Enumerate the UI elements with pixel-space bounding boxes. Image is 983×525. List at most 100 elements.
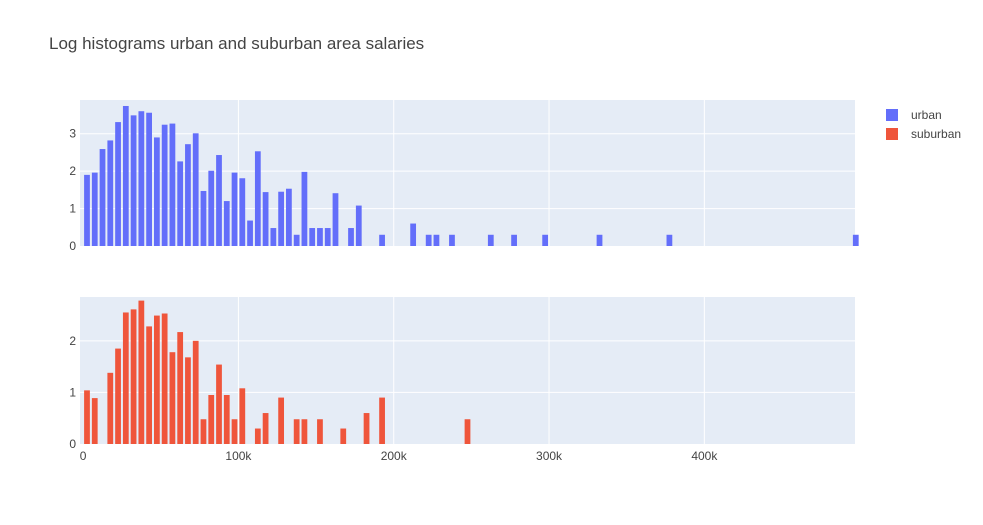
suburban-bar[interactable] <box>169 352 176 444</box>
x-axis: 0 100k 200k 300k 400k <box>80 449 719 463</box>
chart-title: Log histograms urban and suburban area s… <box>49 34 425 53</box>
x-tick-label: 200k <box>381 449 408 463</box>
urban-bar[interactable] <box>309 228 316 246</box>
suburban-y-tick-label: 1 <box>69 385 76 399</box>
urban-bar[interactable] <box>107 140 114 246</box>
suburban-bar[interactable] <box>293 419 300 444</box>
legend-swatch <box>886 128 898 140</box>
suburban-bar[interactable] <box>216 364 222 444</box>
urban-bar[interactable] <box>115 122 121 246</box>
suburban-y-tick-label: 2 <box>69 334 76 348</box>
urban-bar[interactable] <box>247 220 253 246</box>
urban-bar[interactable] <box>433 234 440 246</box>
urban-bar[interactable] <box>177 161 184 246</box>
urban-bar[interactable] <box>91 172 98 246</box>
legend-swatch <box>886 109 898 121</box>
urban-bar[interactable] <box>153 137 160 246</box>
urban-y-tick-label: 1 <box>69 202 76 216</box>
urban-bar[interactable] <box>262 192 269 246</box>
suburban-bar[interactable] <box>254 428 261 444</box>
suburban-bar[interactable] <box>317 419 323 444</box>
urban-bar[interactable] <box>216 155 222 246</box>
urban-bar[interactable] <box>278 191 285 246</box>
suburban-bar[interactable] <box>200 419 207 444</box>
suburban-bar[interactable] <box>231 419 238 444</box>
urban-bar[interactable] <box>208 170 215 246</box>
urban-bar[interactable] <box>130 115 137 246</box>
suburban-bar[interactable] <box>208 395 215 444</box>
suburban-bar[interactable] <box>278 397 285 444</box>
suburban-y-tick-label: 0 <box>69 437 76 451</box>
suburban-subplot: 0 1 2 <box>69 297 855 451</box>
urban-bar[interactable] <box>852 234 859 246</box>
urban-bar[interactable] <box>317 228 323 246</box>
suburban-bar[interactable] <box>91 398 98 444</box>
urban-bar[interactable] <box>487 234 494 246</box>
suburban-bar[interactable] <box>146 326 152 444</box>
suburban-bar[interactable] <box>130 309 137 444</box>
suburban-bar[interactable] <box>138 300 145 444</box>
legend-label: urban <box>911 108 942 122</box>
suburban-bar[interactable] <box>84 390 90 444</box>
x-tick-label: 0 <box>80 449 87 463</box>
urban-bar[interactable] <box>254 151 261 246</box>
suburban-bar[interactable] <box>192 340 199 444</box>
suburban-bar[interactable] <box>177 332 184 444</box>
urban-bar[interactable] <box>169 123 176 246</box>
urban-bar[interactable] <box>348 228 354 246</box>
urban-bar[interactable] <box>99 149 106 246</box>
urban-bar[interactable] <box>332 193 339 246</box>
suburban-bar[interactable] <box>340 428 347 444</box>
urban-bar[interactable] <box>410 223 417 246</box>
urban-y-tick-label: 0 <box>69 239 76 253</box>
suburban-bar[interactable] <box>239 388 246 444</box>
urban-bar[interactable] <box>596 234 603 246</box>
urban-bar[interactable] <box>185 144 191 246</box>
urban-bar[interactable] <box>425 234 432 246</box>
suburban-bar[interactable] <box>115 348 121 444</box>
x-tick-label: 400k <box>691 449 718 463</box>
urban-y-tick-label: 2 <box>69 164 76 178</box>
urban-bar[interactable] <box>355 205 362 246</box>
legend-item-urban[interactable]: urban <box>886 108 942 122</box>
urban-bar[interactable] <box>449 234 455 246</box>
suburban-bar[interactable] <box>107 372 114 444</box>
urban-bar[interactable] <box>192 133 199 246</box>
urban-bar[interactable] <box>200 190 207 246</box>
urban-bar[interactable] <box>122 105 129 246</box>
urban-bar[interactable] <box>293 234 300 246</box>
urban-bar[interactable] <box>286 188 292 246</box>
urban-bar[interactable] <box>511 234 517 246</box>
urban-bar[interactable] <box>270 228 277 246</box>
urban-subplot: 0 1 2 3 <box>69 100 859 253</box>
legend[interactable]: urban suburban <box>886 108 961 141</box>
legend-label: suburban <box>911 127 961 141</box>
urban-bar[interactable] <box>324 228 331 246</box>
suburban-bar[interactable] <box>262 413 269 444</box>
urban-bar[interactable] <box>239 178 246 246</box>
urban-bar[interactable] <box>146 112 152 246</box>
urban-bar[interactable] <box>138 111 145 246</box>
suburban-bar[interactable] <box>464 419 471 444</box>
suburban-bar[interactable] <box>161 313 168 444</box>
suburban-bar[interactable] <box>223 395 230 444</box>
urban-bar[interactable] <box>542 234 549 246</box>
suburban-bar[interactable] <box>363 413 370 444</box>
suburban-bar[interactable] <box>185 357 191 444</box>
urban-bar[interactable] <box>301 171 308 246</box>
urban-bar[interactable] <box>223 201 230 246</box>
urban-bar[interactable] <box>666 234 673 246</box>
suburban-bar[interactable] <box>153 315 160 444</box>
urban-bar[interactable] <box>161 124 168 246</box>
urban-bar[interactable] <box>379 234 385 246</box>
urban-y-tick-label: 3 <box>69 127 76 141</box>
suburban-bar[interactable] <box>379 397 385 444</box>
suburban-bar[interactable] <box>122 312 129 444</box>
x-tick-label: 300k <box>536 449 563 463</box>
suburban-bar[interactable] <box>301 419 308 444</box>
legend-item-suburban[interactable]: suburban <box>886 127 961 141</box>
urban-bar[interactable] <box>231 172 238 246</box>
x-tick-label: 100k <box>225 449 252 463</box>
urban-bar[interactable] <box>84 174 90 246</box>
